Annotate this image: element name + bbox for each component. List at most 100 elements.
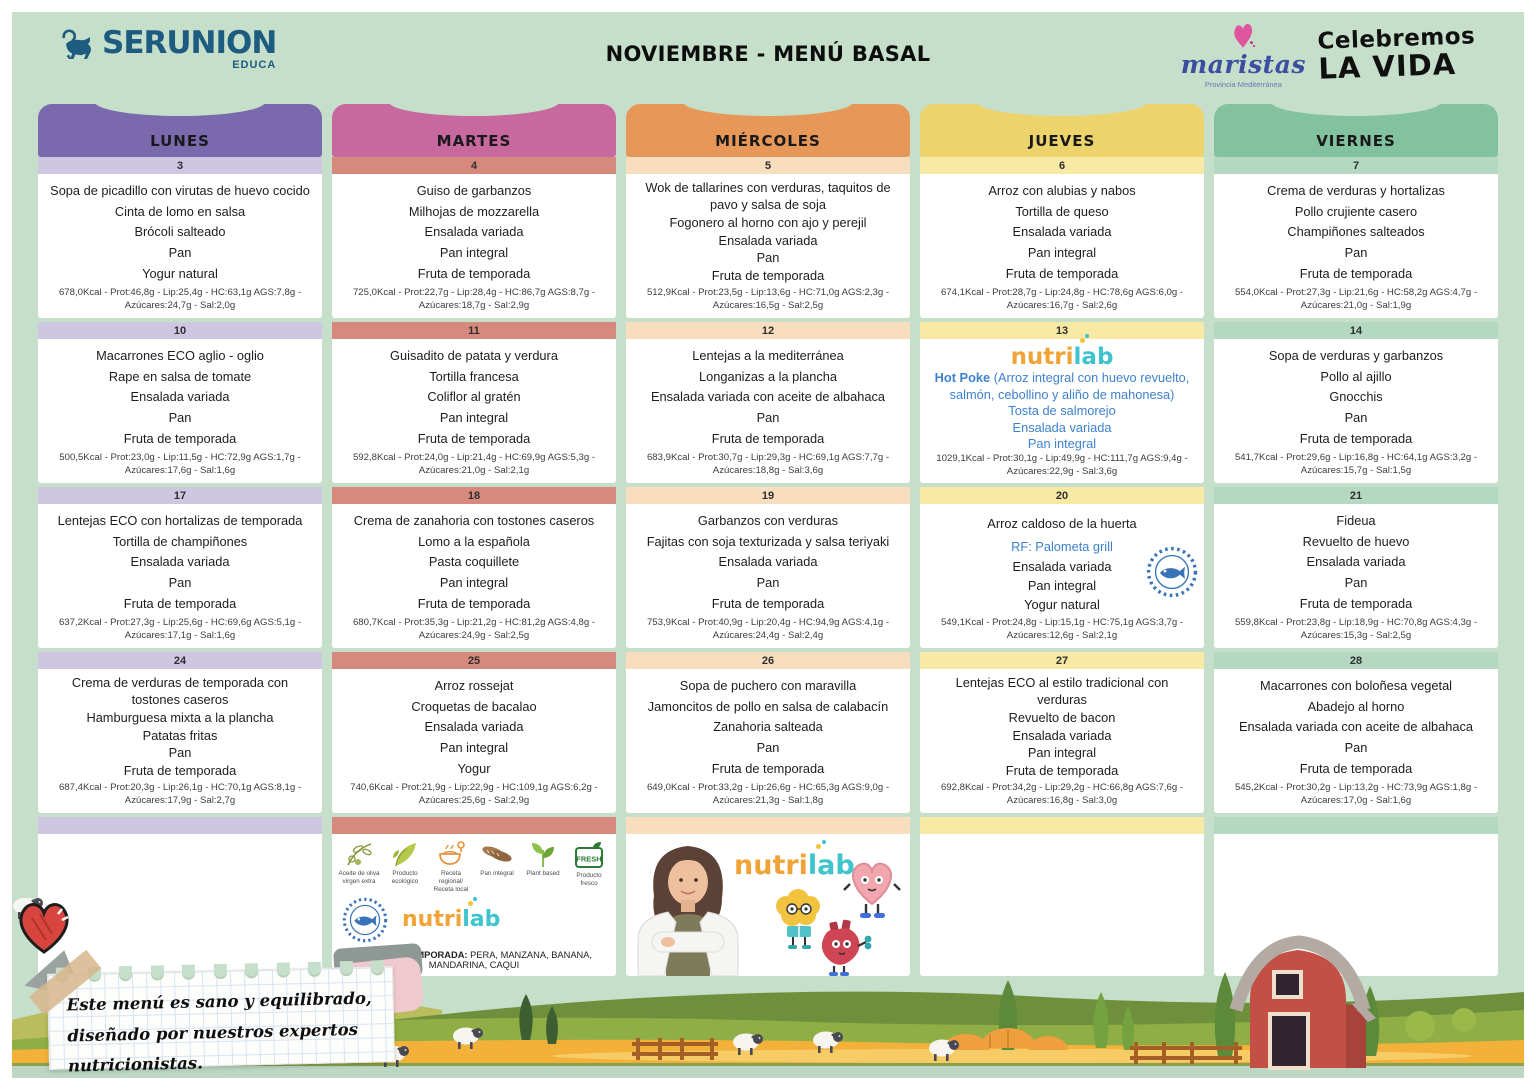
nutrition-line: 683,9Kcal - Prot:30,7g - Lip:29,3g - HC:… [646,452,890,477]
date: 3 [176,159,184,172]
nutrition-line: 692,8Kcal - Prot:34,2g - Lip:29,2g - HC:… [940,782,1184,807]
date: 12 [761,324,775,337]
menu-item: Pan [1344,409,1368,425]
page-title: NOVIEMBRE - MENÚ BASAL [605,42,931,66]
menu-item: Tortilla de queso [1015,203,1109,219]
menu-item: Rape en salsa de tomate [108,368,252,384]
menu-cell: 25 Arroz rossejat Croquetas de bacalao Ens… [332,652,616,813]
legend-item: Producto ecológico [384,840,426,886]
menu-item: Ensalada variada [1012,727,1112,743]
footer-strip [626,817,910,834]
nutrition-line: 649,0Kcal - Prot:33,2g - Lip:26,6g - HC:… [646,782,890,807]
date-strip: 18 [332,487,616,504]
menu-item: Yogur natural [142,265,218,281]
column-jueves: JUEVES 6 Arroz con alubias y nabos Tortil… [920,104,1204,980]
menu-cell-nutrilab: 13 nutrilab Hot Poke (Arroz integral con… [920,322,1204,483]
menu-item: Ensalada variada [718,232,818,248]
nutrition-line: 674,1Kcal - Prot:28,7g - Lip:24,8g - HC:… [940,287,1184,312]
menu-item: Tortilla francesa [429,368,519,384]
farm-scene: Este menú es sano y equilibrado, diseñad… [12,898,1524,1078]
date-strip: 3 [38,157,322,174]
nutrition-line: 637,2Kcal - Prot:27,3g - Lip:25,6g - HC:… [58,617,302,642]
menu-item: Revuelto de bacon [1008,709,1116,725]
footer-strip [38,817,322,834]
menu-item: Crema de verduras y hortalizas [1267,183,1445,199]
maristas-heart-icon [1234,23,1256,48]
menu-item: Pan [168,574,192,590]
menu-item: Ensalada variada [1012,224,1112,240]
date-strip: 6 [920,157,1204,174]
legend-logos: nutrilab [338,894,610,943]
menu-item: Fruta de temporada [711,595,825,611]
menu-cell: 11 Guisadito de patata y verdura Tortilla… [332,322,616,483]
menu-item: Pasta coquillete [428,554,520,570]
date: 27 [1055,654,1069,667]
legend-cell: Aceite de oliva virgen extra Producto ec… [332,834,616,976]
menu-item: Ensalada variada [718,554,818,570]
nutrilab-logo: nutrilab [734,840,855,881]
date-strip: 19 [626,487,910,504]
menu-item: Pan integral [1027,577,1097,593]
menu-item: Arroz rossejat [434,678,514,694]
school-sub: Provincia Mediterránea [1204,80,1282,89]
menu-item: Pan [1344,574,1368,590]
brand-name: SERUNION [102,25,277,61]
menu-item: Sopa de puchero con maravilla [679,678,857,694]
nutrition-line: 687,4Kcal - Prot:20,3g - Lip:26,1g - HC:… [58,782,302,807]
menu-cell: 28 Macarrones con boloñesa vegetal Abadej… [1214,652,1498,813]
header: SERUNION EDUCA NOVIEMBRE - MENÚ BASAL ma… [12,12,1524,104]
menu-cell: 6 Arroz con alubias y nabos Tortilla de q… [920,157,1204,318]
menu-item: Fogonero al horno con ajo y perejil [669,214,867,230]
menu-item: Arroz con alubias y nabos [988,183,1136,199]
day-label: MARTES [436,132,512,150]
legend-icons: Aceite de oliva virgen extra Producto ec… [338,840,610,894]
red-heart-organ-mascot-icon [821,919,872,976]
legend-item: Aceite de oliva virgen extra [338,840,380,886]
menu-item: Fideua [1336,513,1376,529]
menu-cell: 18 Crema de zanahoria con tostones caser… [332,487,616,648]
menu-item: Pan [1344,244,1368,260]
nutrilab-logo: nutrilab [1011,334,1113,370]
menu-cell: 21 Fideua Revuelto de huevo Ensalada varia… [1214,487,1498,648]
eco-leaves-icon [393,843,416,867]
menu-item: Ensalada variada [424,719,524,735]
heart-doodle-icon [19,903,69,954]
day-banner: MIÉRCOLES [626,104,910,157]
menu-item: Champiñones salteados [1287,224,1425,240]
slogan-line2: LA VIDA [1318,46,1457,86]
date: 18 [467,489,481,502]
menu-item: Fruta de temporada [1299,760,1413,776]
date-strip: 20 [920,487,1204,504]
menu-item: Ensalada variada [1012,558,1112,574]
legend-item: Pan integral [476,840,518,878]
brand-sub: EDUCA [232,59,277,71]
footer-strip [920,817,1204,834]
nutrition-line: 559,8Kcal - Prot:23,8g - Lip:18,9g - HC:… [1234,617,1478,642]
date: 11 [468,324,480,337]
menu-item: Cinta de lomo en salsa [114,203,246,219]
sustainable-fish-stamp-icon [1146,546,1198,598]
menu-item: Yogur [457,760,491,776]
menu-item: Abadejo al horno [1307,698,1405,714]
brain-mascot-icon [776,889,820,949]
menu-item: Fruta de temporada [123,595,237,611]
date: 26 [761,654,775,667]
menu-item: Zanahoria salteada [713,719,823,735]
menu-item: Gnocchis [1329,389,1383,405]
nutrition-line: 740,6Kcal - Prot:21,9g - Lip:22,9g - HC:… [350,782,598,807]
menu-item: Guisadito de patata y verdura [390,348,558,364]
menu-item: Fruta de temporada [1299,430,1413,446]
menu-item: Tortilla de champiñones [112,533,248,549]
sustainable-fish-stamp-icon [342,897,388,942]
date-strip: 5 [626,157,910,174]
date: 7 [1352,159,1360,172]
maristas-logo: maristas Provincia Mediterránea [1181,20,1306,89]
menu-item: Pollo al ajillo [1320,368,1392,384]
nutritionist-photo-cell: nutrilab [626,834,910,976]
nutrition-line: 725,0Kcal - Prot:22,7g - Lip:28,4g - HC:… [352,287,596,312]
bull-icon [62,29,91,59]
menu-item: Ensalada variada con aceite de albahaca [650,389,886,405]
footer-strip [1214,817,1498,834]
olive-branch-icon [347,843,372,866]
menu-item: Pan integral [439,574,509,590]
